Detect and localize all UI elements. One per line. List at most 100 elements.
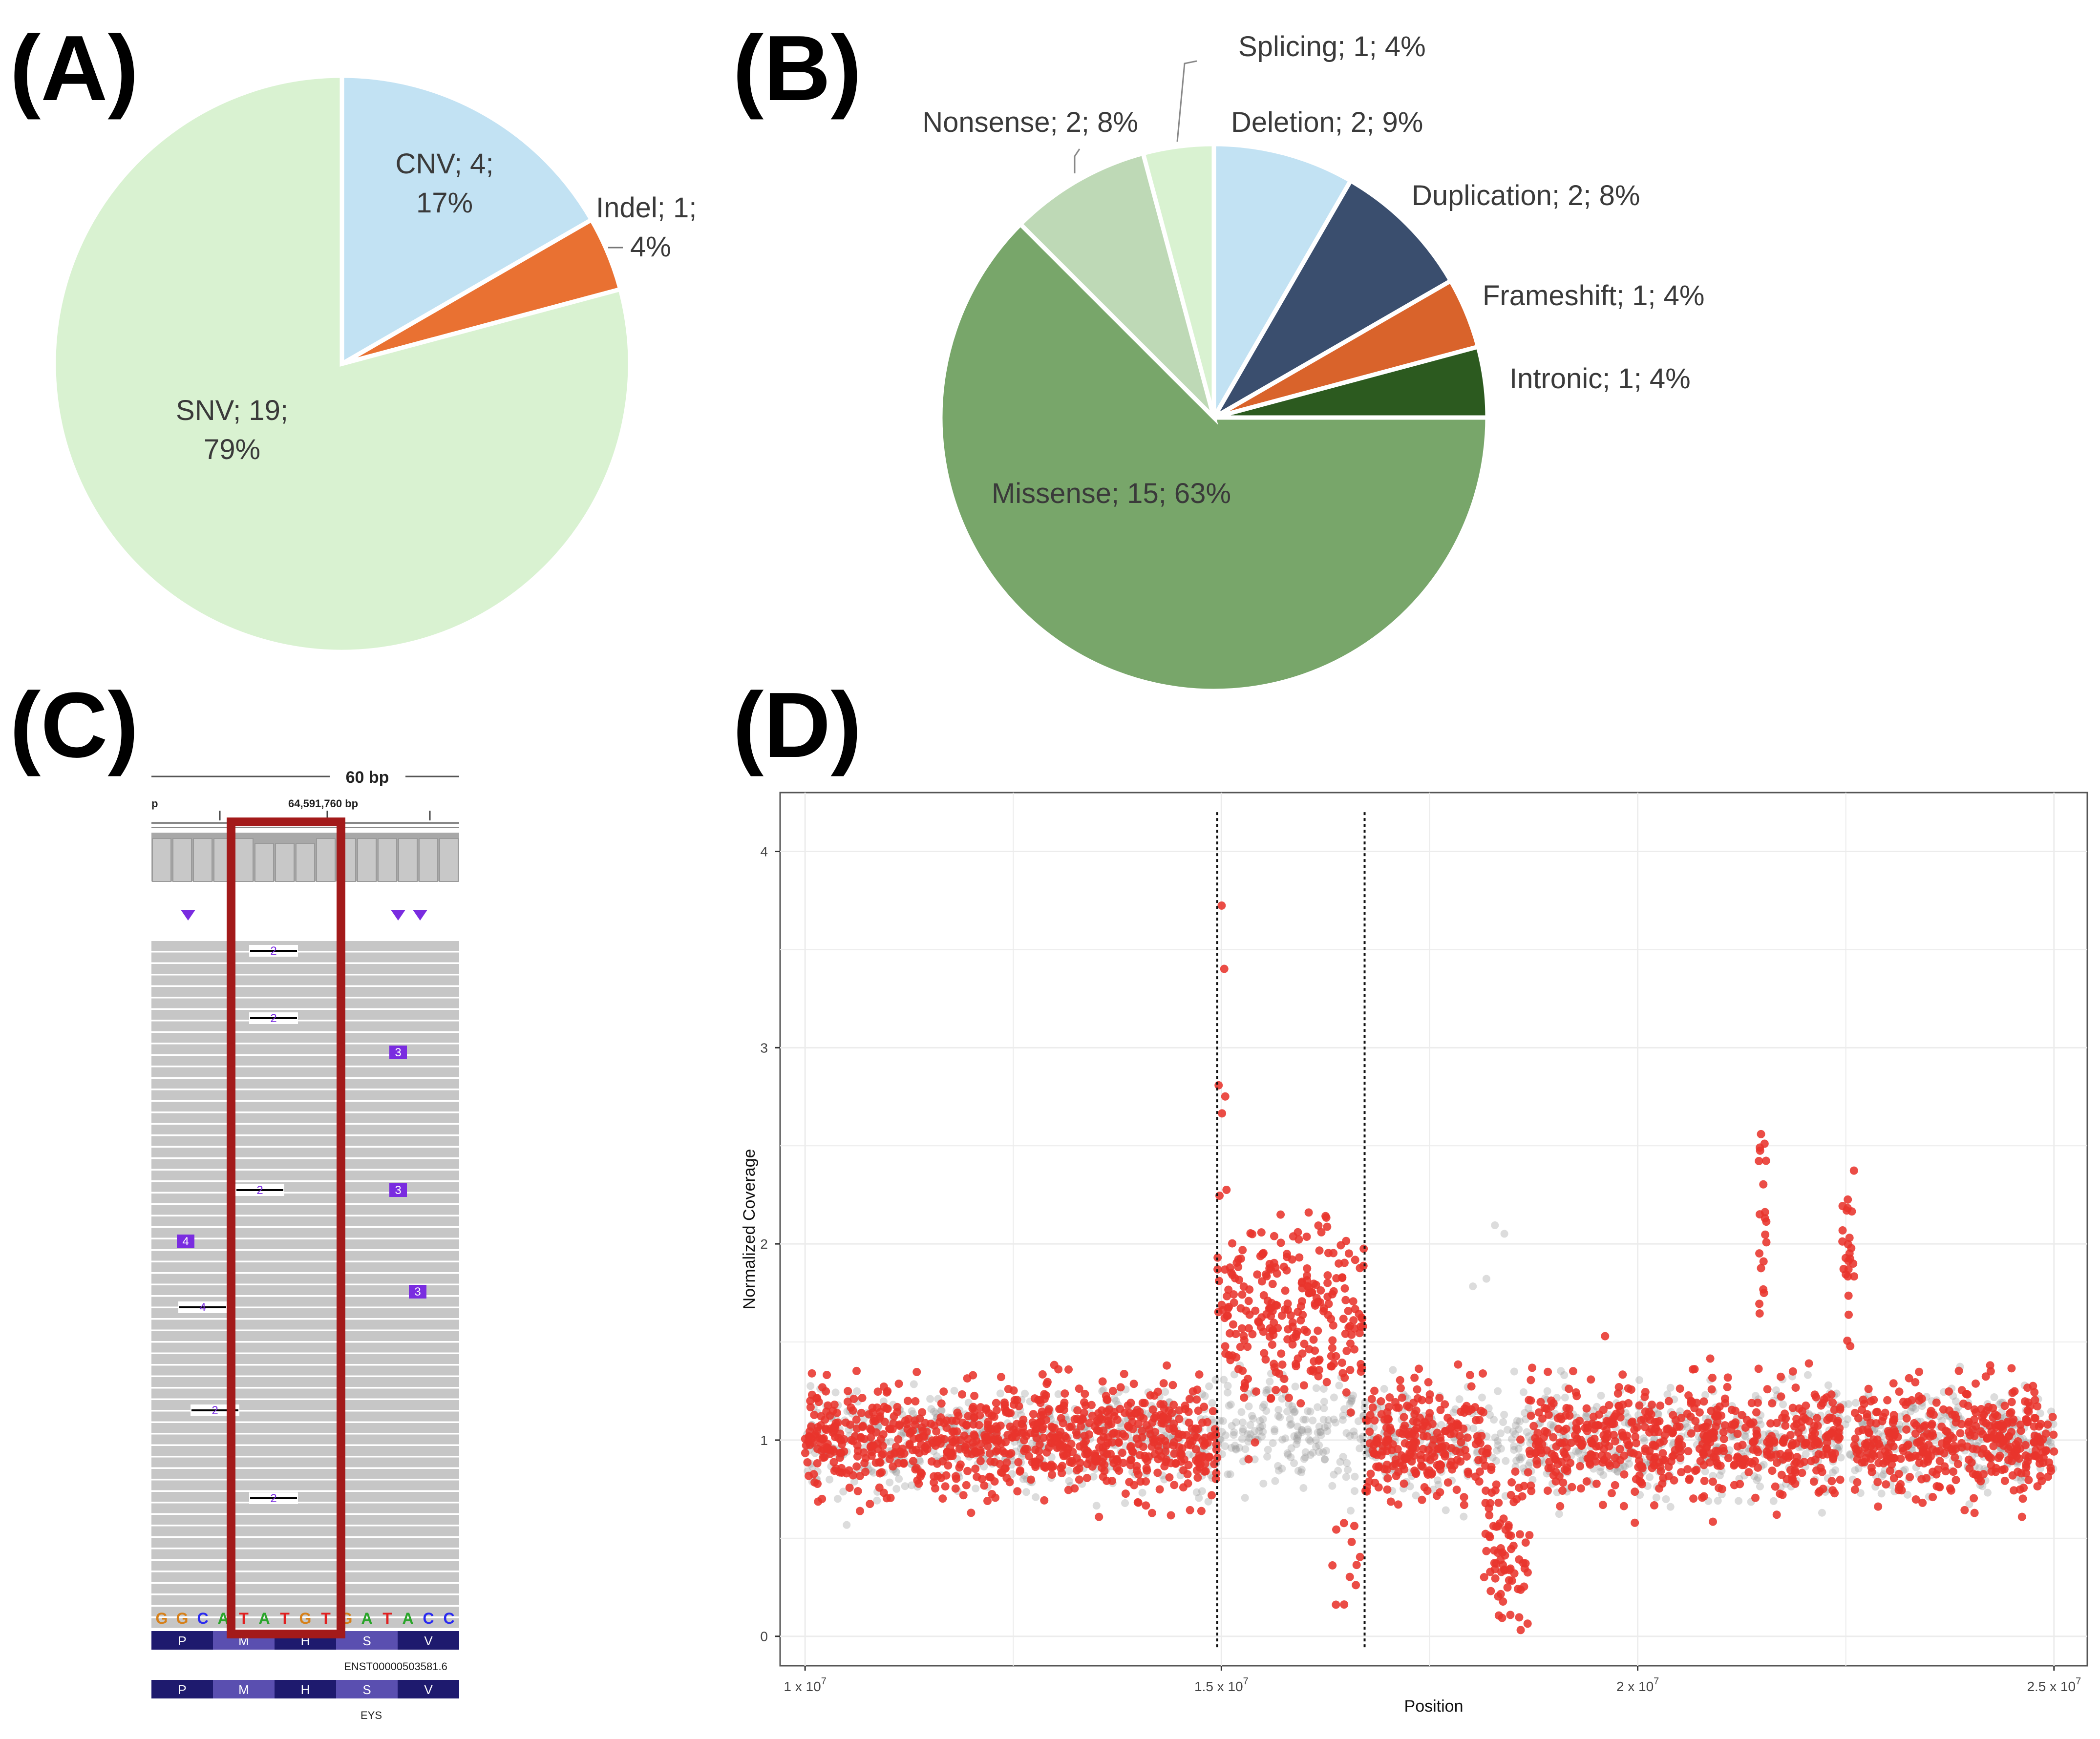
reference-point	[1237, 1408, 1246, 1416]
coverage-bar	[255, 843, 274, 882]
sample-point	[1132, 1462, 1141, 1470]
sample-point	[1614, 1383, 1623, 1392]
sample-point	[1699, 1397, 1708, 1406]
reference-point	[1271, 1477, 1279, 1485]
sample-point	[970, 1391, 979, 1400]
reference-point	[1297, 1466, 1306, 1474]
sample-point	[1952, 1476, 1960, 1485]
sample-point	[1846, 1341, 1855, 1350]
reference-point	[1510, 1367, 1518, 1376]
sample-point	[1883, 1455, 1891, 1464]
sample-point	[1238, 1324, 1247, 1333]
sample-point	[1332, 1600, 1340, 1609]
sample-point	[1664, 1397, 1673, 1405]
sample-point	[807, 1434, 816, 1443]
sample-point	[955, 1463, 964, 1472]
sample-point	[1467, 1405, 1476, 1414]
sample-point	[1110, 1428, 1119, 1437]
sample-point	[1339, 1519, 1348, 1528]
sample-point	[1345, 1572, 1354, 1581]
sample-point	[1723, 1383, 1732, 1391]
sample-point	[2049, 1430, 2058, 1439]
sample-point	[1165, 1473, 1174, 1482]
sample-point	[1459, 1425, 1468, 1433]
reference-point	[1248, 1412, 1256, 1420]
sample-point	[1323, 1278, 1332, 1287]
sample-point	[1475, 1477, 1484, 1486]
sample-point	[976, 1403, 985, 1412]
sample-point	[1626, 1448, 1635, 1457]
sample-point	[1116, 1383, 1125, 1392]
sample-point	[1748, 1459, 1757, 1468]
sample-point	[840, 1447, 848, 1456]
sample-point	[1637, 1462, 1646, 1471]
reference-point	[1260, 1401, 1268, 1409]
sample-point	[1595, 1410, 1604, 1419]
sample-point	[1163, 1361, 1171, 1370]
reference-point	[1492, 1457, 1501, 1465]
reference-point	[1224, 1388, 1232, 1397]
sample-point	[893, 1403, 902, 1411]
reference-point	[1597, 1391, 1605, 1400]
transcript-label: ENST00000503581.6	[344, 1660, 447, 1673]
coverage-bar	[439, 838, 459, 882]
sample-point	[1209, 1433, 1217, 1442]
sample-point	[1755, 1210, 1764, 1219]
coverage-bar	[316, 838, 336, 882]
reference-point	[1336, 1458, 1344, 1466]
sample-point	[1457, 1438, 1465, 1446]
y-axis-label: Normalized Coverage	[740, 1149, 759, 1310]
reference-point	[1328, 1482, 1336, 1490]
sample-point	[1992, 1423, 2000, 1431]
sample-point	[1082, 1473, 1091, 1482]
sample-point	[1751, 1493, 1760, 1502]
sample-point	[1302, 1233, 1311, 1241]
sample-point	[1424, 1378, 1433, 1387]
sample-point	[1525, 1531, 1534, 1540]
reference-point	[996, 1389, 1004, 1398]
reference-point	[853, 1387, 861, 1395]
reference-point	[867, 1467, 875, 1475]
reference-point	[1482, 1275, 1490, 1283]
sample-point	[1528, 1363, 1537, 1372]
reference-point	[1663, 1390, 1672, 1399]
sample-point	[2008, 1471, 2017, 1480]
sample-point	[1494, 1611, 1503, 1620]
sample-point	[1352, 1581, 1360, 1590]
sample-point	[1592, 1479, 1601, 1488]
reference-point	[1259, 1415, 1267, 1424]
sample-point	[1948, 1447, 1957, 1456]
reference-point	[1754, 1474, 1762, 1482]
sample-point	[1136, 1477, 1145, 1486]
sample-point	[1898, 1444, 1907, 1452]
sample-point	[828, 1406, 837, 1415]
sample-point	[1048, 1470, 1057, 1479]
coverage-bar	[398, 838, 418, 882]
sample-point	[2023, 1418, 2032, 1426]
sample-point	[1618, 1400, 1627, 1409]
reference-point	[1347, 1507, 1355, 1515]
reference-point	[1406, 1482, 1414, 1490]
reference-point	[1511, 1421, 1520, 1429]
reference-point	[1281, 1434, 1290, 1443]
amino-acid-V: V	[424, 1682, 433, 1697]
sample-point	[1182, 1431, 1191, 1440]
sample-point	[1964, 1418, 1973, 1426]
sample-point	[1507, 1576, 1516, 1585]
sample-point	[1031, 1446, 1040, 1454]
reference-point	[1442, 1506, 1450, 1514]
sample-point	[1098, 1377, 1107, 1386]
leader-line-nonsense	[1074, 148, 1081, 173]
sample-point	[1894, 1469, 1903, 1478]
position-label: 64,591,760 bp	[288, 797, 358, 810]
sample-point	[1959, 1399, 1968, 1408]
x-tick-label-base: 2 x 10	[1616, 1679, 1654, 1694]
sample-point	[1883, 1396, 1892, 1404]
reference-point	[1521, 1409, 1529, 1417]
sample-point	[1970, 1405, 1979, 1414]
sample-point	[1853, 1478, 1862, 1487]
sample-point	[895, 1420, 904, 1429]
sample-point	[1516, 1626, 1525, 1634]
panel-label-b: (B)	[733, 17, 862, 120]
sample-point	[1253, 1270, 1262, 1279]
